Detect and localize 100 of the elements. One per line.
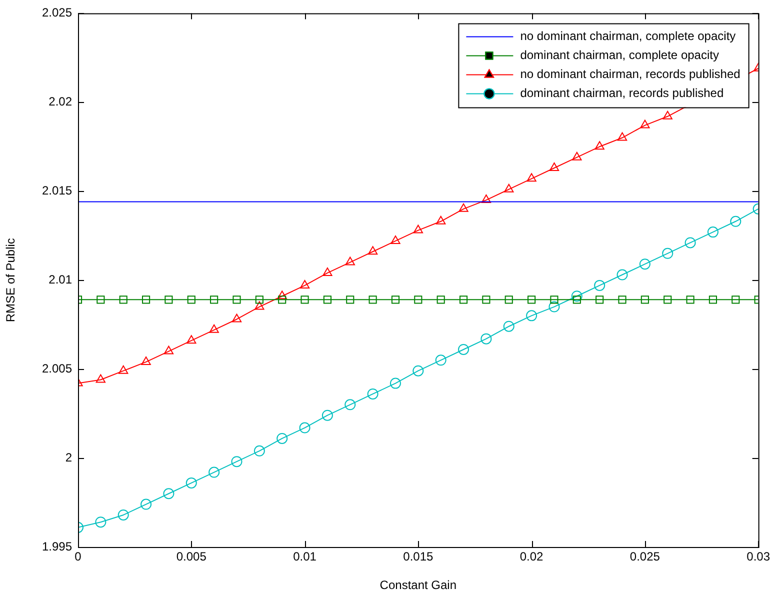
- x-tick-label: 0.025: [630, 550, 660, 564]
- point: [119, 296, 128, 304]
- point: [708, 296, 718, 304]
- point: [639, 258, 650, 270]
- point: [572, 296, 581, 304]
- point: [299, 422, 310, 434]
- point: [255, 296, 264, 304]
- point: [164, 346, 174, 354]
- point: [118, 365, 128, 374]
- point: [210, 296, 218, 304]
- point: [322, 267, 332, 276]
- point: [618, 296, 626, 304]
- point: [209, 324, 219, 333]
- point: [459, 296, 468, 304]
- point: [526, 310, 538, 322]
- point: [95, 516, 106, 528]
- point: [254, 301, 264, 310]
- x-tick-label: 0.01: [293, 550, 317, 564]
- point: [526, 173, 536, 182]
- point: [118, 509, 129, 520]
- point: [436, 296, 445, 304]
- point: [391, 296, 400, 304]
- point: [96, 296, 105, 304]
- point: [412, 365, 424, 376]
- point: [367, 388, 378, 400]
- x-axis-title: Constant Gain: [380, 578, 457, 592]
- point: [368, 246, 378, 255]
- point: [640, 296, 649, 304]
- point: [482, 296, 490, 304]
- x-tick-label: 0.03: [746, 550, 770, 564]
- point: [594, 141, 604, 150]
- point: [344, 399, 356, 410]
- legend-label: dominant chairman, complete opacity: [520, 48, 719, 62]
- point: [96, 374, 106, 383]
- point: [164, 296, 173, 304]
- point: [346, 296, 354, 304]
- point: [186, 335, 196, 344]
- point: [413, 224, 423, 234]
- point: [277, 290, 287, 300]
- x-tick-label: 0.02: [520, 550, 544, 564]
- point: [232, 314, 242, 322]
- point: [141, 356, 151, 365]
- point: [323, 296, 332, 304]
- point: [594, 280, 606, 291]
- point: [616, 269, 628, 280]
- point: [414, 296, 422, 304]
- y-tick-label: 2.025: [42, 6, 72, 20]
- y-tick-label: 2.005: [42, 361, 72, 376]
- point: [232, 296, 241, 304]
- point: [503, 320, 514, 332]
- point: [142, 296, 150, 304]
- point: [550, 296, 558, 304]
- point: [662, 110, 672, 120]
- point: [707, 226, 718, 238]
- point: [300, 280, 310, 288]
- x-tick-label: 0: [74, 550, 82, 564]
- point: [368, 296, 377, 304]
- point: [163, 488, 174, 500]
- point: [528, 296, 536, 304]
- legend-label: no dominant chairman, records published: [520, 67, 740, 82]
- point: [732, 296, 740, 304]
- point: [662, 248, 674, 259]
- point: [231, 456, 242, 468]
- point: [322, 410, 333, 421]
- point: [686, 296, 694, 304]
- point: [664, 296, 672, 304]
- y-tick-label: 1.995: [42, 539, 72, 554]
- point: [345, 256, 355, 266]
- point: [435, 354, 446, 366]
- y-axis-title: RMSE of Public: [4, 238, 18, 322]
- point: [480, 333, 492, 344]
- point: [640, 120, 650, 128]
- x-tick-label: 0.015: [403, 550, 434, 564]
- point: [571, 290, 582, 302]
- point: [140, 498, 152, 510]
- point: [548, 301, 560, 312]
- point: [390, 378, 401, 389]
- point: [549, 162, 560, 171]
- point: [390, 235, 400, 244]
- legend-label: dominant chairman, records published: [520, 86, 724, 100]
- y-tick-label: 2.02: [48, 94, 72, 108]
- point: [617, 132, 628, 141]
- point: [208, 466, 220, 478]
- point: [684, 237, 696, 248]
- point: [436, 216, 446, 224]
- point: [276, 432, 288, 444]
- point: [278, 296, 286, 304]
- point: [572, 152, 582, 160]
- point: [254, 445, 265, 456]
- x-tick-label: 0.005: [176, 550, 207, 564]
- point: [596, 296, 604, 304]
- point: [458, 344, 470, 355]
- point: [458, 203, 468, 212]
- point: [730, 216, 742, 227]
- point: [504, 296, 513, 304]
- point: [300, 296, 309, 304]
- y-tick-label: 2.015: [42, 183, 72, 198]
- point: [186, 477, 197, 488]
- y-tick-label: 2: [65, 450, 72, 464]
- legend-label: no dominant chairman, complete opacity: [520, 29, 736, 44]
